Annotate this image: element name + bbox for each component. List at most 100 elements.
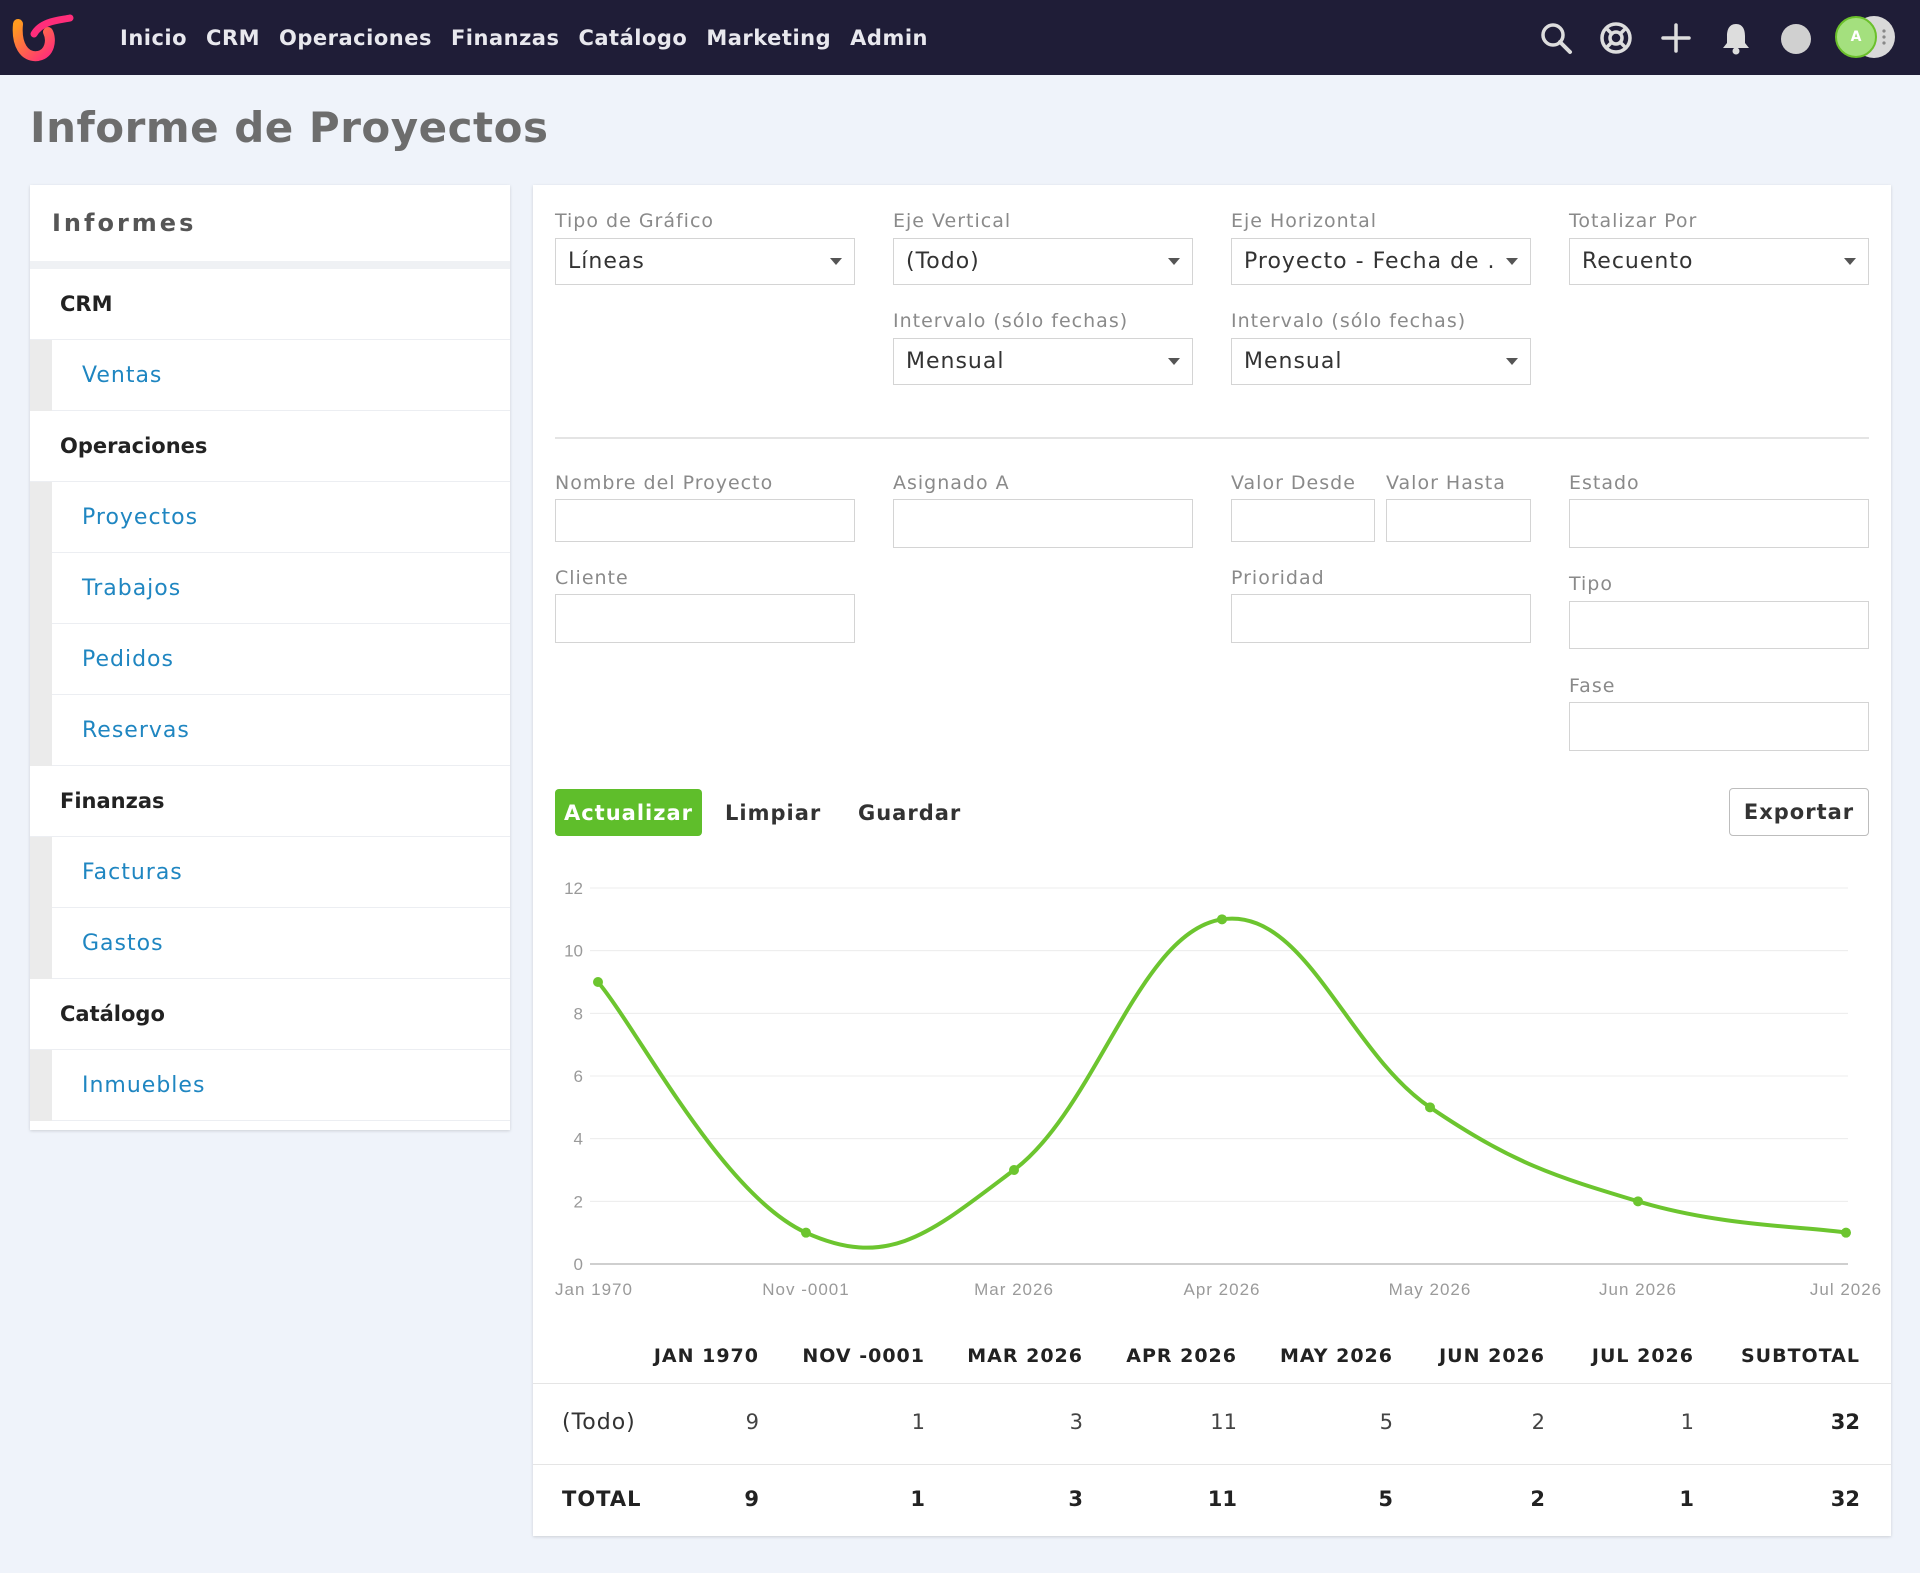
clear-button[interactable]: Limpiar bbox=[725, 800, 822, 825]
data-point[interactable] bbox=[1009, 1165, 1019, 1175]
status-dot-icon[interactable] bbox=[1778, 20, 1814, 56]
table-total-cell: 1 bbox=[1679, 1487, 1694, 1511]
horizontal-axis-label: Eje Horizontal bbox=[1231, 210, 1378, 232]
chevron-down-icon bbox=[1506, 258, 1518, 265]
table-cell: 3 bbox=[1069, 1410, 1083, 1434]
line-chart-svg: 0 2 4 6 8 10 12 Jan 1970 Nov -0001 Mar 2026 Apr 20… bbox=[555, 879, 1882, 1299]
notifications-bell-icon[interactable] bbox=[1718, 20, 1754, 56]
chevron-down-icon bbox=[1168, 258, 1180, 265]
data-point[interactable] bbox=[1633, 1196, 1643, 1207]
nav-item-operaciones[interactable]: Operaciones bbox=[279, 25, 432, 50]
sidebar-item-reservas[interactable]: Reservas bbox=[30, 695, 510, 766]
sidebar-group-2: Finanzas bbox=[30, 766, 510, 837]
total-by-select[interactable]: Recuento bbox=[1569, 238, 1869, 285]
data-point[interactable] bbox=[801, 1227, 811, 1238]
status-label: Estado bbox=[1569, 472, 1640, 494]
total-by-value: Recuento bbox=[1582, 249, 1694, 274]
series-line bbox=[596, 916, 1847, 1250]
horizontal-axis-select[interactable]: Proyecto - Fecha de ... bbox=[1231, 238, 1531, 285]
vertical-interval-select[interactable]: Mensual bbox=[893, 338, 1193, 385]
data-point[interactable] bbox=[1217, 914, 1227, 925]
y-tick-label: 12 bbox=[564, 879, 583, 898]
vertical-interval-value: Mensual bbox=[906, 349, 1005, 374]
client-label: Cliente bbox=[555, 567, 629, 589]
top-navbar: Inicio CRM Operaciones Finanzas Catálogo Mark… bbox=[0, 0, 1920, 75]
horizontal-axis-value: Proyecto - Fecha de ... bbox=[1244, 249, 1496, 274]
nav-item-marketing[interactable]: Marketing bbox=[706, 25, 832, 50]
nav-item-cat-logo[interactable]: Catálogo bbox=[578, 25, 688, 50]
table-total-cell: 32 bbox=[1830, 1487, 1860, 1511]
export-button[interactable]: Exportar bbox=[1729, 788, 1869, 836]
sidebar-item-facturas[interactable]: Facturas bbox=[30, 837, 510, 908]
nav-item-finanzas[interactable]: Finanzas bbox=[450, 25, 560, 50]
value-to-input[interactable] bbox=[1386, 499, 1531, 542]
data-point[interactable] bbox=[1425, 1102, 1435, 1113]
chevron-down-icon bbox=[1506, 358, 1518, 365]
type-input[interactable] bbox=[1569, 601, 1869, 649]
y-tick-label: 8 bbox=[574, 1004, 583, 1023]
table-header-cell: APR 2026 bbox=[1126, 1345, 1237, 1367]
nav-item-crm[interactable]: CRM bbox=[206, 25, 261, 50]
y-tick-label: 0 bbox=[574, 1255, 583, 1274]
vertical-axis-label: Eje Vertical bbox=[893, 210, 1012, 232]
y-tick-label: 2 bbox=[574, 1192, 583, 1211]
data-point[interactable] bbox=[1841, 1227, 1851, 1238]
main-nav: Inicio CRM Operaciones Finanzas Catálogo Mark… bbox=[120, 0, 947, 75]
user-menu[interactable]: A bbox=[1835, 16, 1899, 58]
save-button[interactable]: Guardar bbox=[858, 800, 962, 825]
sidebar-group-0: CRM bbox=[30, 269, 510, 340]
sidebar-item-inmuebles[interactable]: Inmuebles bbox=[30, 1050, 510, 1121]
assigned-to-input[interactable] bbox=[893, 499, 1193, 548]
x-tick-label: Jan 1970 bbox=[555, 1280, 633, 1299]
help-lifebuoy-icon[interactable] bbox=[1598, 20, 1634, 56]
sidebar-item-ventas[interactable]: Ventas bbox=[30, 340, 510, 411]
page-title: Informe de Proyectos bbox=[30, 103, 549, 152]
table-row-divider bbox=[533, 1464, 1891, 1465]
chart-type-select[interactable]: Líneas bbox=[555, 238, 855, 285]
sidebar-item-proyectos[interactable]: Proyectos bbox=[30, 482, 510, 553]
horizontal-interval-value: Mensual bbox=[1244, 349, 1343, 374]
table-header-cell: JUN 2026 bbox=[1439, 1345, 1545, 1367]
table-row-divider bbox=[533, 1383, 1891, 1384]
table-cell: 9 bbox=[745, 1410, 759, 1434]
y-tick-label: 6 bbox=[574, 1067, 583, 1086]
table-row-label: (Todo) bbox=[562, 1410, 636, 1435]
x-tick-label: May 2026 bbox=[1389, 1280, 1472, 1299]
y-tick-label: 4 bbox=[574, 1130, 583, 1149]
x-tick-label: Jun 2026 bbox=[1599, 1280, 1677, 1299]
project-name-input[interactable] bbox=[555, 499, 855, 542]
sidebar-item-gastos[interactable]: Gastos bbox=[30, 908, 510, 979]
status-input[interactable] bbox=[1569, 499, 1869, 548]
avatar[interactable]: A bbox=[1835, 16, 1877, 58]
data-point[interactable] bbox=[593, 977, 603, 987]
update-button[interactable]: Actualizar bbox=[555, 789, 702, 836]
horizontal-interval-select[interactable]: Mensual bbox=[1231, 338, 1531, 385]
x-tick-label: Apr 2026 bbox=[1184, 1280, 1261, 1299]
table-header-cell: MAR 2026 bbox=[967, 1345, 1083, 1367]
table-total-cell: 9 bbox=[744, 1487, 759, 1511]
table-subtotal-cell: 32 bbox=[1830, 1410, 1860, 1434]
phase-input[interactable] bbox=[1569, 702, 1869, 751]
sidebar-item-trabajos[interactable]: Trabajos bbox=[30, 553, 510, 624]
app-logo-icon[interactable] bbox=[12, 10, 78, 64]
table-total-cell: 3 bbox=[1068, 1487, 1083, 1511]
nav-item-admin[interactable]: Admin bbox=[850, 25, 928, 50]
sidebar-item-pedidos[interactable]: Pedidos bbox=[30, 624, 510, 695]
table-cell: 5 bbox=[1379, 1410, 1393, 1434]
vertical-axis-select[interactable]: (Todo) bbox=[893, 238, 1193, 285]
priority-input[interactable] bbox=[1231, 594, 1531, 643]
sidebar-group-3: Catálogo bbox=[30, 979, 510, 1050]
more-vertical-icon[interactable] bbox=[1881, 28, 1887, 46]
nav-item-inicio[interactable]: Inicio bbox=[120, 25, 188, 50]
sidebar-title: Informes bbox=[30, 185, 510, 269]
client-input[interactable] bbox=[555, 594, 855, 643]
chart-type-value: Líneas bbox=[568, 249, 645, 274]
sidebar-group-1: Operaciones bbox=[30, 411, 510, 482]
section-divider bbox=[555, 437, 1869, 439]
x-tick-label: Jul 2026 bbox=[1810, 1280, 1882, 1299]
type-label: Tipo bbox=[1569, 573, 1613, 595]
search-icon[interactable] bbox=[1538, 20, 1574, 56]
table-cell: 2 bbox=[1531, 1410, 1545, 1434]
add-icon[interactable] bbox=[1658, 20, 1694, 56]
value-from-input[interactable] bbox=[1231, 499, 1375, 542]
